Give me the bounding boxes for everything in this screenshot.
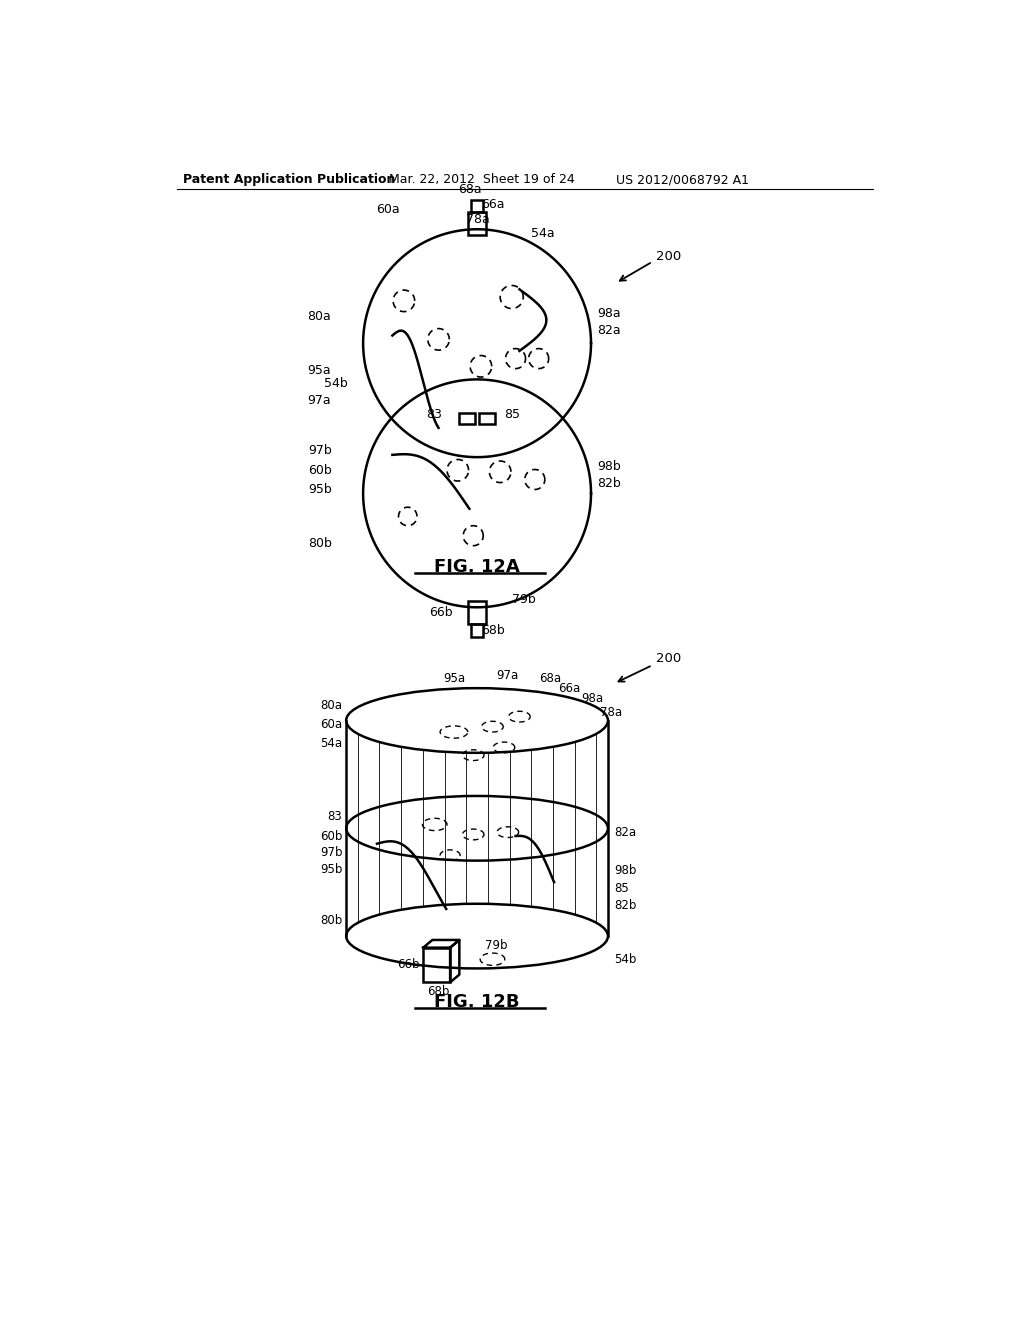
- Bar: [479, 413, 495, 424]
- Text: 82a: 82a: [614, 825, 636, 838]
- Text: 80b: 80b: [308, 537, 333, 550]
- Text: 95b: 95b: [319, 863, 342, 876]
- Bar: [468, 601, 486, 624]
- Bar: [471, 201, 483, 213]
- Text: 97a: 97a: [307, 395, 331, 408]
- Text: 54a: 54a: [531, 227, 555, 240]
- Text: 98a: 98a: [597, 308, 621, 321]
- Text: 66b: 66b: [397, 958, 419, 972]
- Text: 54b: 54b: [324, 376, 348, 389]
- Text: 78a: 78a: [466, 213, 489, 226]
- Text: 54b: 54b: [614, 953, 637, 966]
- Text: 60b: 60b: [319, 829, 342, 842]
- Bar: [471, 624, 483, 636]
- Text: 98b: 98b: [614, 865, 637, 878]
- Text: 60a: 60a: [377, 203, 400, 216]
- Text: 78a: 78a: [600, 706, 623, 719]
- Text: 80a: 80a: [321, 698, 342, 711]
- Text: 54a: 54a: [321, 737, 342, 750]
- Bar: [460, 413, 475, 424]
- Text: 98a: 98a: [581, 693, 603, 705]
- Bar: [423, 948, 451, 982]
- Text: 80b: 80b: [321, 915, 342, 927]
- Text: Mar. 22, 2012  Sheet 19 of 24: Mar. 22, 2012 Sheet 19 of 24: [388, 173, 574, 186]
- Text: 82a: 82a: [597, 325, 621, 338]
- Text: 79b: 79b: [484, 939, 507, 952]
- Text: 83: 83: [427, 408, 442, 421]
- Text: 60a: 60a: [321, 718, 342, 731]
- Text: 60b: 60b: [308, 463, 333, 477]
- Text: 85: 85: [504, 408, 520, 421]
- Text: 95a: 95a: [443, 672, 466, 685]
- Text: 95a: 95a: [307, 363, 331, 376]
- Text: 66b: 66b: [429, 606, 453, 619]
- Text: FIG. 12B: FIG. 12B: [434, 993, 520, 1011]
- Text: 98b: 98b: [597, 459, 621, 473]
- Text: 68a: 68a: [539, 672, 561, 685]
- Text: 97a: 97a: [497, 669, 518, 682]
- Text: 80a: 80a: [307, 310, 331, 323]
- Text: 68b: 68b: [427, 985, 450, 998]
- Text: 82b: 82b: [614, 899, 637, 912]
- Text: 68b: 68b: [481, 624, 505, 638]
- Text: Patent Application Publication: Patent Application Publication: [183, 173, 395, 186]
- Text: 95b: 95b: [308, 483, 333, 496]
- Text: 200: 200: [655, 251, 681, 264]
- Text: 97b: 97b: [319, 846, 342, 859]
- Text: 79b: 79b: [512, 593, 536, 606]
- Text: 85: 85: [614, 882, 629, 895]
- Text: FIG. 12A: FIG. 12A: [434, 557, 520, 576]
- Text: US 2012/0068792 A1: US 2012/0068792 A1: [615, 173, 749, 186]
- Text: 82b: 82b: [597, 477, 621, 490]
- Text: 66a: 66a: [558, 681, 581, 694]
- Text: 68a: 68a: [458, 183, 481, 197]
- Text: 66a: 66a: [481, 198, 505, 211]
- Text: 83: 83: [328, 810, 342, 824]
- Text: 200: 200: [655, 652, 681, 665]
- Bar: [468, 213, 486, 235]
- Text: 97b: 97b: [308, 445, 333, 458]
